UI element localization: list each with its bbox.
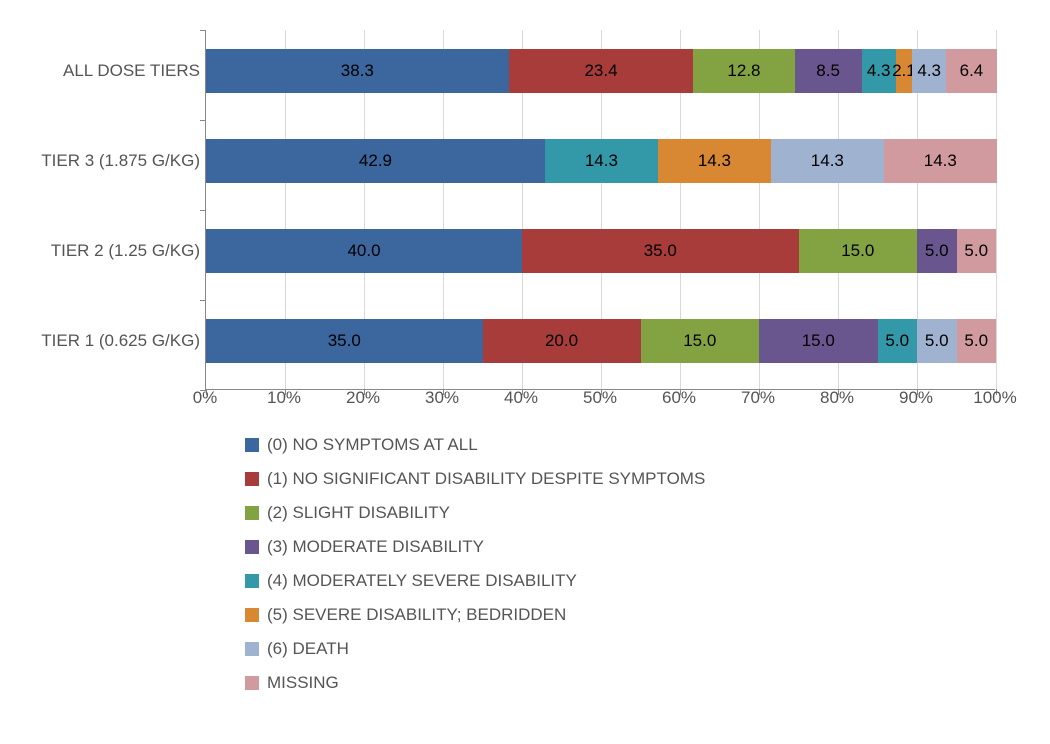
- bar-row: 40.0 35.0 15.0 5.0 5.0: [206, 229, 995, 273]
- legend-label: (3) MODERATE DISABILITY: [267, 537, 484, 557]
- segment-value-label: 40.0: [347, 241, 380, 261]
- bar-row: 38.323.412.88.54.32.14.36.4: [206, 49, 995, 93]
- legend: (0) NO SYMPTOMS AT ALL (1) NO SIGNIFICANT…: [245, 435, 705, 707]
- bar-segment: 14.3: [771, 139, 884, 183]
- bar-segment: 14.3: [884, 139, 997, 183]
- legend-item: (2) SLIGHT DISABILITY: [245, 503, 705, 523]
- bar-segment: 5.0: [917, 229, 957, 273]
- bar-segment: 38.3: [206, 49, 509, 93]
- legend-label: (5) SEVERE DISABILITY; BEDRIDDEN: [267, 605, 566, 625]
- x-tick-label: 40%: [504, 388, 538, 408]
- y-tickmark: [200, 30, 206, 31]
- bar-segment: 42.9: [206, 139, 545, 183]
- legend-item: (4) MODERATELY SEVERE DISABILITY: [245, 571, 705, 591]
- x-tick-label: 0%: [193, 388, 218, 408]
- legend-label: (2) SLIGHT DISABILITY: [267, 503, 450, 523]
- segment-value-label: 5.0: [885, 331, 909, 351]
- legend-swatch: [245, 540, 259, 554]
- category-label: TIER 2 (1.25 G/KG): [51, 241, 200, 261]
- x-tick-label: 10%: [267, 388, 301, 408]
- segment-value-label: 15.0: [683, 331, 716, 351]
- bar-segment: 8.5: [795, 49, 862, 93]
- segment-value-label: 14.3: [585, 151, 618, 171]
- segment-value-label: 14.3: [811, 151, 844, 171]
- segment-value-label: 42.9: [359, 151, 392, 171]
- segment-value-label: 15.0: [802, 331, 835, 351]
- legend-swatch: [245, 676, 259, 690]
- y-tickmark: [200, 300, 206, 301]
- bar-segment: 4.3: [862, 49, 896, 93]
- bar-segment: 35.0: [206, 319, 483, 363]
- legend-item: MISSING: [245, 673, 705, 693]
- bar-segment: 2.1: [896, 49, 913, 93]
- bar-segment: 14.3: [658, 139, 771, 183]
- legend-item: (3) MODERATE DISABILITY: [245, 537, 705, 557]
- x-tick-label: 60%: [662, 388, 696, 408]
- bar-segment: 12.8: [693, 49, 794, 93]
- legend-label: MISSING: [267, 673, 339, 693]
- segment-value-label: 23.4: [584, 61, 617, 81]
- segment-value-label: 5.0: [925, 331, 949, 351]
- segment-value-label: 35.0: [328, 331, 361, 351]
- x-tick-label: 50%: [583, 388, 617, 408]
- legend-swatch: [245, 608, 259, 622]
- legend-item: (6) DEATH: [245, 639, 705, 659]
- bar-segment: 4.3: [912, 49, 946, 93]
- segment-value-label: 5.0: [925, 241, 949, 261]
- legend-label: (4) MODERATELY SEVERE DISABILITY: [267, 571, 577, 591]
- bar-row: 42.9 14.3 14.3 14.3 14.3: [206, 139, 995, 183]
- x-tick-label: 90%: [899, 388, 933, 408]
- segment-value-label: 4.3: [867, 61, 891, 81]
- bar-segment: 40.0: [206, 229, 522, 273]
- legend-swatch: [245, 574, 259, 588]
- legend-item: (0) NO SYMPTOMS AT ALL: [245, 435, 705, 455]
- x-tick-label: 20%: [346, 388, 380, 408]
- x-tick-label: 70%: [741, 388, 775, 408]
- legend-swatch: [245, 472, 259, 486]
- legend-item: (1) NO SIGNIFICANT DISABILITY DESPITE SY…: [245, 469, 705, 489]
- bar-segment: 23.4: [509, 49, 694, 93]
- x-tick-label: 30%: [425, 388, 459, 408]
- segment-value-label: 5.0: [964, 331, 988, 351]
- segment-value-label: 14.3: [924, 151, 957, 171]
- bar-segment: 5.0: [878, 319, 918, 363]
- bar-segment: 5.0: [917, 319, 957, 363]
- segment-value-label: 14.3: [698, 151, 731, 171]
- bar-segment: 20.0: [483, 319, 641, 363]
- legend-swatch: [245, 506, 259, 520]
- legend-label: (6) DEATH: [267, 639, 349, 659]
- bar-segment: 14.3: [545, 139, 658, 183]
- y-tickmark: [200, 210, 206, 211]
- segment-value-label: 6.4: [960, 61, 984, 81]
- x-tick-label: 80%: [820, 388, 854, 408]
- category-label: TIER 1 (0.625 G/KG): [41, 331, 200, 351]
- segment-value-label: 35.0: [644, 241, 677, 261]
- legend-label: (0) NO SYMPTOMS AT ALL: [267, 435, 478, 455]
- legend-swatch: [245, 438, 259, 452]
- plot-area: 38.323.412.88.54.32.14.36.442.914.314.31…: [205, 30, 995, 390]
- segment-value-label: 8.5: [816, 61, 840, 81]
- bar-segment: 35.0: [522, 229, 799, 273]
- segment-value-label: 12.8: [727, 61, 760, 81]
- y-tickmark: [200, 120, 206, 121]
- legend-item: (5) SEVERE DISABILITY; BEDRIDDEN: [245, 605, 705, 625]
- x-tick-label: 100%: [973, 388, 1016, 408]
- segment-value-label: 15.0: [841, 241, 874, 261]
- category-label: ALL DOSE TIERS: [63, 61, 200, 81]
- bar-segment: 6.4: [946, 49, 997, 93]
- segment-value-label: 20.0: [545, 331, 578, 351]
- segment-value-label: 38.3: [341, 61, 374, 81]
- segment-value-label: 4.3: [917, 61, 941, 81]
- bar-row: 35.0 20.0 15.0 15.0 5.0 5.0 5.0: [206, 319, 995, 363]
- bar-segment: 15.0: [759, 319, 878, 363]
- segment-value-label: 5.0: [964, 241, 988, 261]
- bar-segment: 15.0: [641, 319, 760, 363]
- bar-segment: 5.0: [957, 319, 997, 363]
- category-label: TIER 3 (1.875 G/KG): [41, 151, 200, 171]
- bar-segment: 15.0: [799, 229, 918, 273]
- bar-segment: 5.0: [957, 229, 997, 273]
- legend-swatch: [245, 642, 259, 656]
- legend-label: (1) NO SIGNIFICANT DISABILITY DESPITE SY…: [267, 469, 705, 489]
- stacked-bar-chart: 38.323.412.88.54.32.14.36.442.914.314.31…: [20, 20, 1030, 724]
